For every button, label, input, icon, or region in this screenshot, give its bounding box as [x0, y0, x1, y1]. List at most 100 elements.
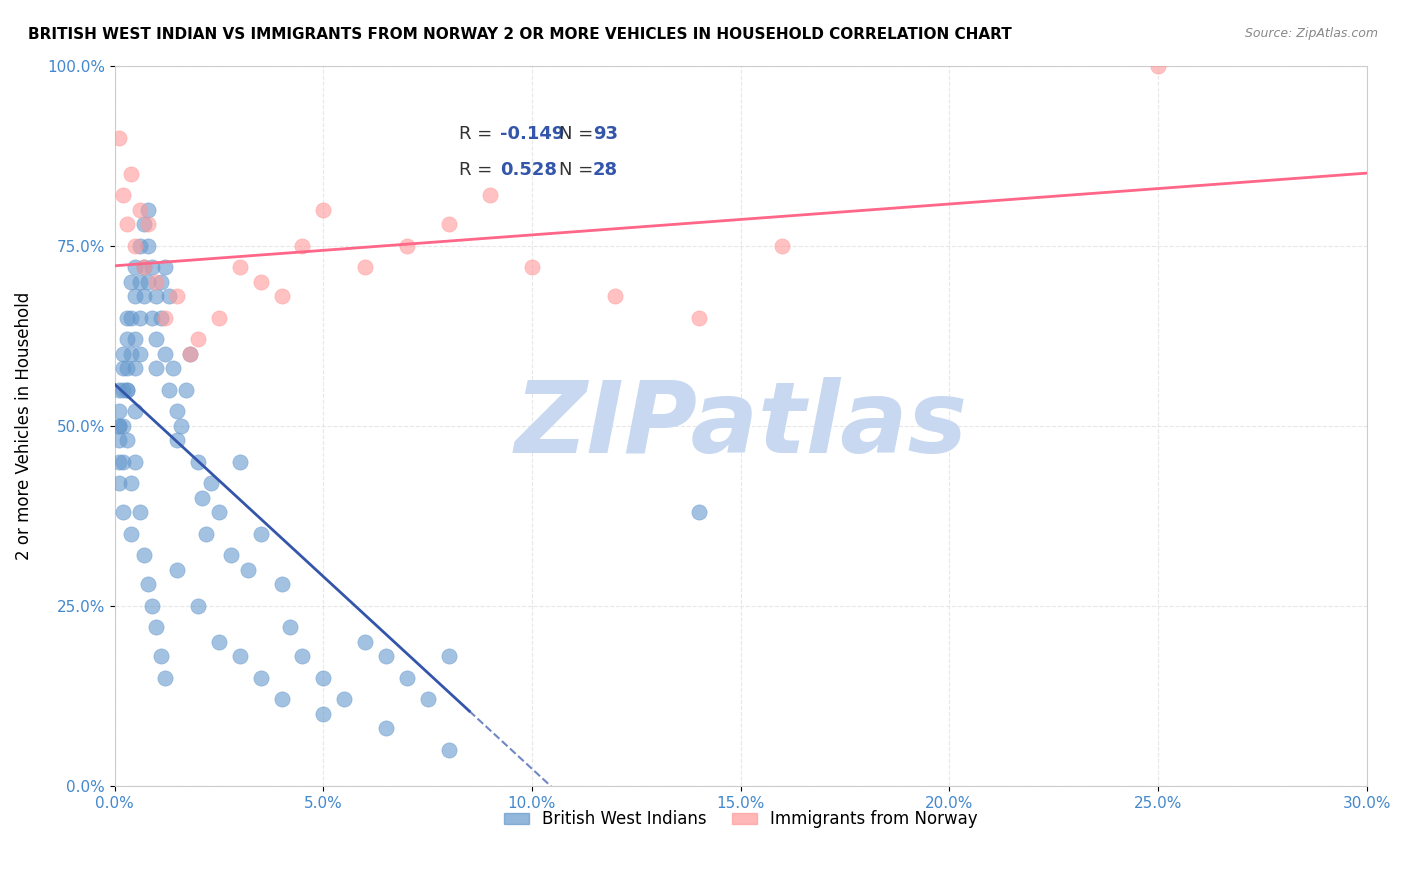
Text: R =: R =	[458, 161, 498, 179]
Immigrants from Norway	[187, 332, 209, 346]
Immigrants from Norway	[395, 238, 418, 252]
British West Indians	[107, 383, 129, 397]
British West Indians	[136, 202, 159, 217]
British West Indians	[136, 577, 159, 591]
Immigrants from Norway	[111, 188, 134, 202]
British West Indians	[141, 260, 163, 275]
British West Indians	[179, 346, 201, 360]
British West Indians	[145, 289, 167, 303]
British West Indians	[221, 549, 243, 563]
British West Indians	[187, 455, 209, 469]
British West Indians	[312, 671, 335, 685]
British West Indians	[141, 310, 163, 325]
Immigrants from Norway	[291, 238, 314, 252]
Immigrants from Norway	[120, 167, 142, 181]
Text: BRITISH WEST INDIAN VS IMMIGRANTS FROM NORWAY 2 OR MORE VEHICLES IN HOUSEHOLD CO: BRITISH WEST INDIAN VS IMMIGRANTS FROM N…	[28, 27, 1012, 42]
Text: 28: 28	[593, 161, 619, 179]
British West Indians	[157, 383, 180, 397]
British West Indians	[229, 649, 252, 664]
British West Indians	[395, 671, 418, 685]
British West Indians	[145, 332, 167, 346]
British West Indians	[115, 361, 138, 376]
British West Indians	[270, 692, 292, 706]
British West Indians	[120, 346, 142, 360]
British West Indians	[229, 455, 252, 469]
British West Indians	[107, 418, 129, 433]
British West Indians	[111, 346, 134, 360]
British West Indians	[115, 383, 138, 397]
Immigrants from Norway	[179, 346, 201, 360]
British West Indians	[111, 418, 134, 433]
British West Indians	[107, 433, 129, 447]
British West Indians	[149, 275, 172, 289]
Immigrants from Norway	[124, 238, 146, 252]
Immigrants from Norway	[1147, 59, 1170, 73]
British West Indians	[278, 620, 301, 634]
British West Indians	[187, 599, 209, 613]
Immigrants from Norway	[115, 217, 138, 231]
Text: -0.149: -0.149	[501, 125, 565, 143]
Text: 0.528: 0.528	[501, 161, 557, 179]
British West Indians	[153, 260, 176, 275]
Text: R =: R =	[458, 125, 498, 143]
British West Indians	[149, 310, 172, 325]
British West Indians	[120, 526, 142, 541]
British West Indians	[200, 476, 222, 491]
British West Indians	[688, 505, 710, 519]
British West Indians	[354, 634, 377, 648]
British West Indians	[132, 260, 155, 275]
Text: N =: N =	[560, 125, 599, 143]
British West Indians	[145, 620, 167, 634]
British West Indians	[170, 418, 193, 433]
British West Indians	[128, 310, 150, 325]
British West Indians	[107, 455, 129, 469]
Immigrants from Norway	[107, 130, 129, 145]
Immigrants from Norway	[354, 260, 377, 275]
Immigrants from Norway	[520, 260, 543, 275]
British West Indians	[132, 217, 155, 231]
British West Indians	[153, 346, 176, 360]
British West Indians	[128, 275, 150, 289]
British West Indians	[120, 476, 142, 491]
British West Indians	[166, 433, 188, 447]
British West Indians	[124, 260, 146, 275]
British West Indians	[145, 361, 167, 376]
British West Indians	[437, 649, 460, 664]
Immigrants from Norway	[479, 188, 502, 202]
British West Indians	[249, 671, 271, 685]
British West Indians	[208, 634, 231, 648]
British West Indians	[124, 361, 146, 376]
Immigrants from Norway	[270, 289, 292, 303]
British West Indians	[111, 361, 134, 376]
Immigrants from Norway	[145, 275, 167, 289]
British West Indians	[162, 361, 184, 376]
British West Indians	[157, 289, 180, 303]
British West Indians	[291, 649, 314, 664]
British West Indians	[107, 418, 129, 433]
Immigrants from Norway	[208, 310, 231, 325]
Immigrants from Norway	[136, 217, 159, 231]
British West Indians	[141, 599, 163, 613]
Immigrants from Norway	[249, 275, 271, 289]
British West Indians	[111, 383, 134, 397]
British West Indians	[115, 383, 138, 397]
British West Indians	[437, 743, 460, 757]
Y-axis label: 2 or more Vehicles in Household: 2 or more Vehicles in Household	[15, 292, 32, 560]
British West Indians	[124, 332, 146, 346]
Immigrants from Norway	[688, 310, 710, 325]
British West Indians	[132, 289, 155, 303]
British West Indians	[333, 692, 356, 706]
British West Indians	[128, 238, 150, 252]
British West Indians	[374, 649, 396, 664]
British West Indians	[124, 455, 146, 469]
Text: 93: 93	[593, 125, 617, 143]
British West Indians	[174, 383, 197, 397]
British West Indians	[115, 332, 138, 346]
British West Indians	[191, 491, 214, 505]
British West Indians	[136, 238, 159, 252]
Legend: British West Indians, Immigrants from Norway: British West Indians, Immigrants from No…	[498, 804, 984, 835]
British West Indians	[107, 476, 129, 491]
British West Indians	[124, 404, 146, 418]
British West Indians	[270, 577, 292, 591]
Text: Source: ZipAtlas.com: Source: ZipAtlas.com	[1244, 27, 1378, 40]
